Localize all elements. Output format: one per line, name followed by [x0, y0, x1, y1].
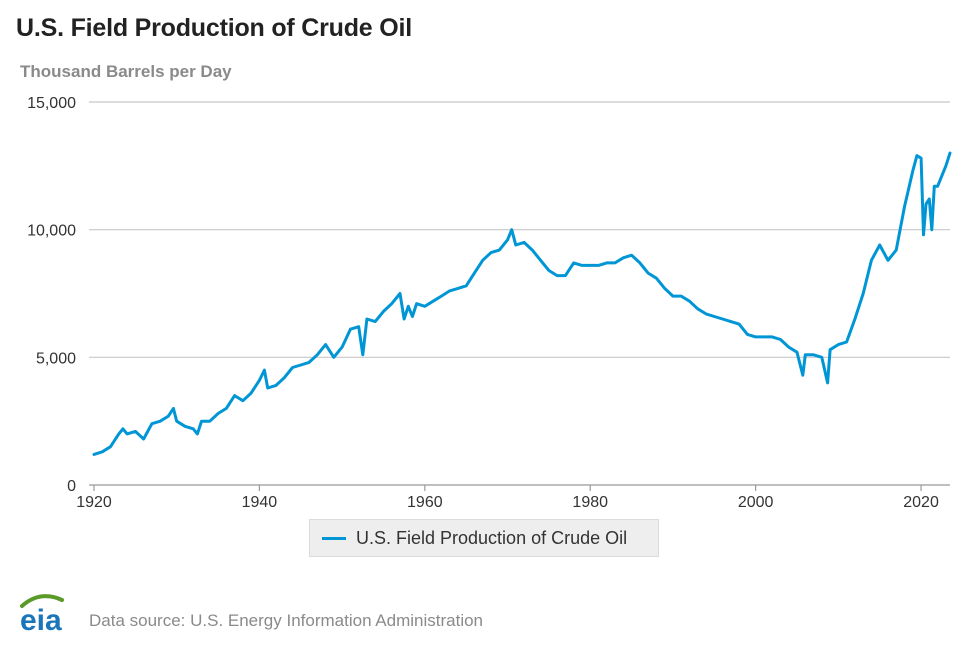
y-tick-label: 5,000: [36, 350, 76, 367]
y-tick-label: 10,000: [27, 223, 76, 240]
x-tick-label: 2020: [903, 494, 939, 511]
x-tick-label: 2000: [738, 494, 774, 511]
legend-label: U.S. Field Production of Crude Oil: [356, 527, 628, 548]
x-tick-label: 1960: [407, 494, 443, 511]
data-source: Data source: U.S. Energy Information Adm…: [89, 611, 484, 630]
x-tick-label: 1980: [572, 494, 608, 511]
y-tick-label: 15,000: [27, 95, 76, 112]
y-axis-unit-label: Thousand Barrels per Day: [20, 62, 232, 81]
legend[interactable]: U.S. Field Production of Crude Oil: [309, 519, 659, 557]
legend-swatch: [322, 536, 346, 540]
eia-logo: eia: [20, 594, 64, 634]
y-tick-label: 0: [67, 478, 76, 495]
series-line: [92, 151, 952, 456]
x-tick-label: 1920: [76, 494, 112, 511]
x-tick-label: 1940: [242, 494, 278, 511]
chart-title: U.S. Field Production of Crude Oil: [16, 14, 412, 42]
svg-text:eia: eia: [20, 604, 62, 634]
